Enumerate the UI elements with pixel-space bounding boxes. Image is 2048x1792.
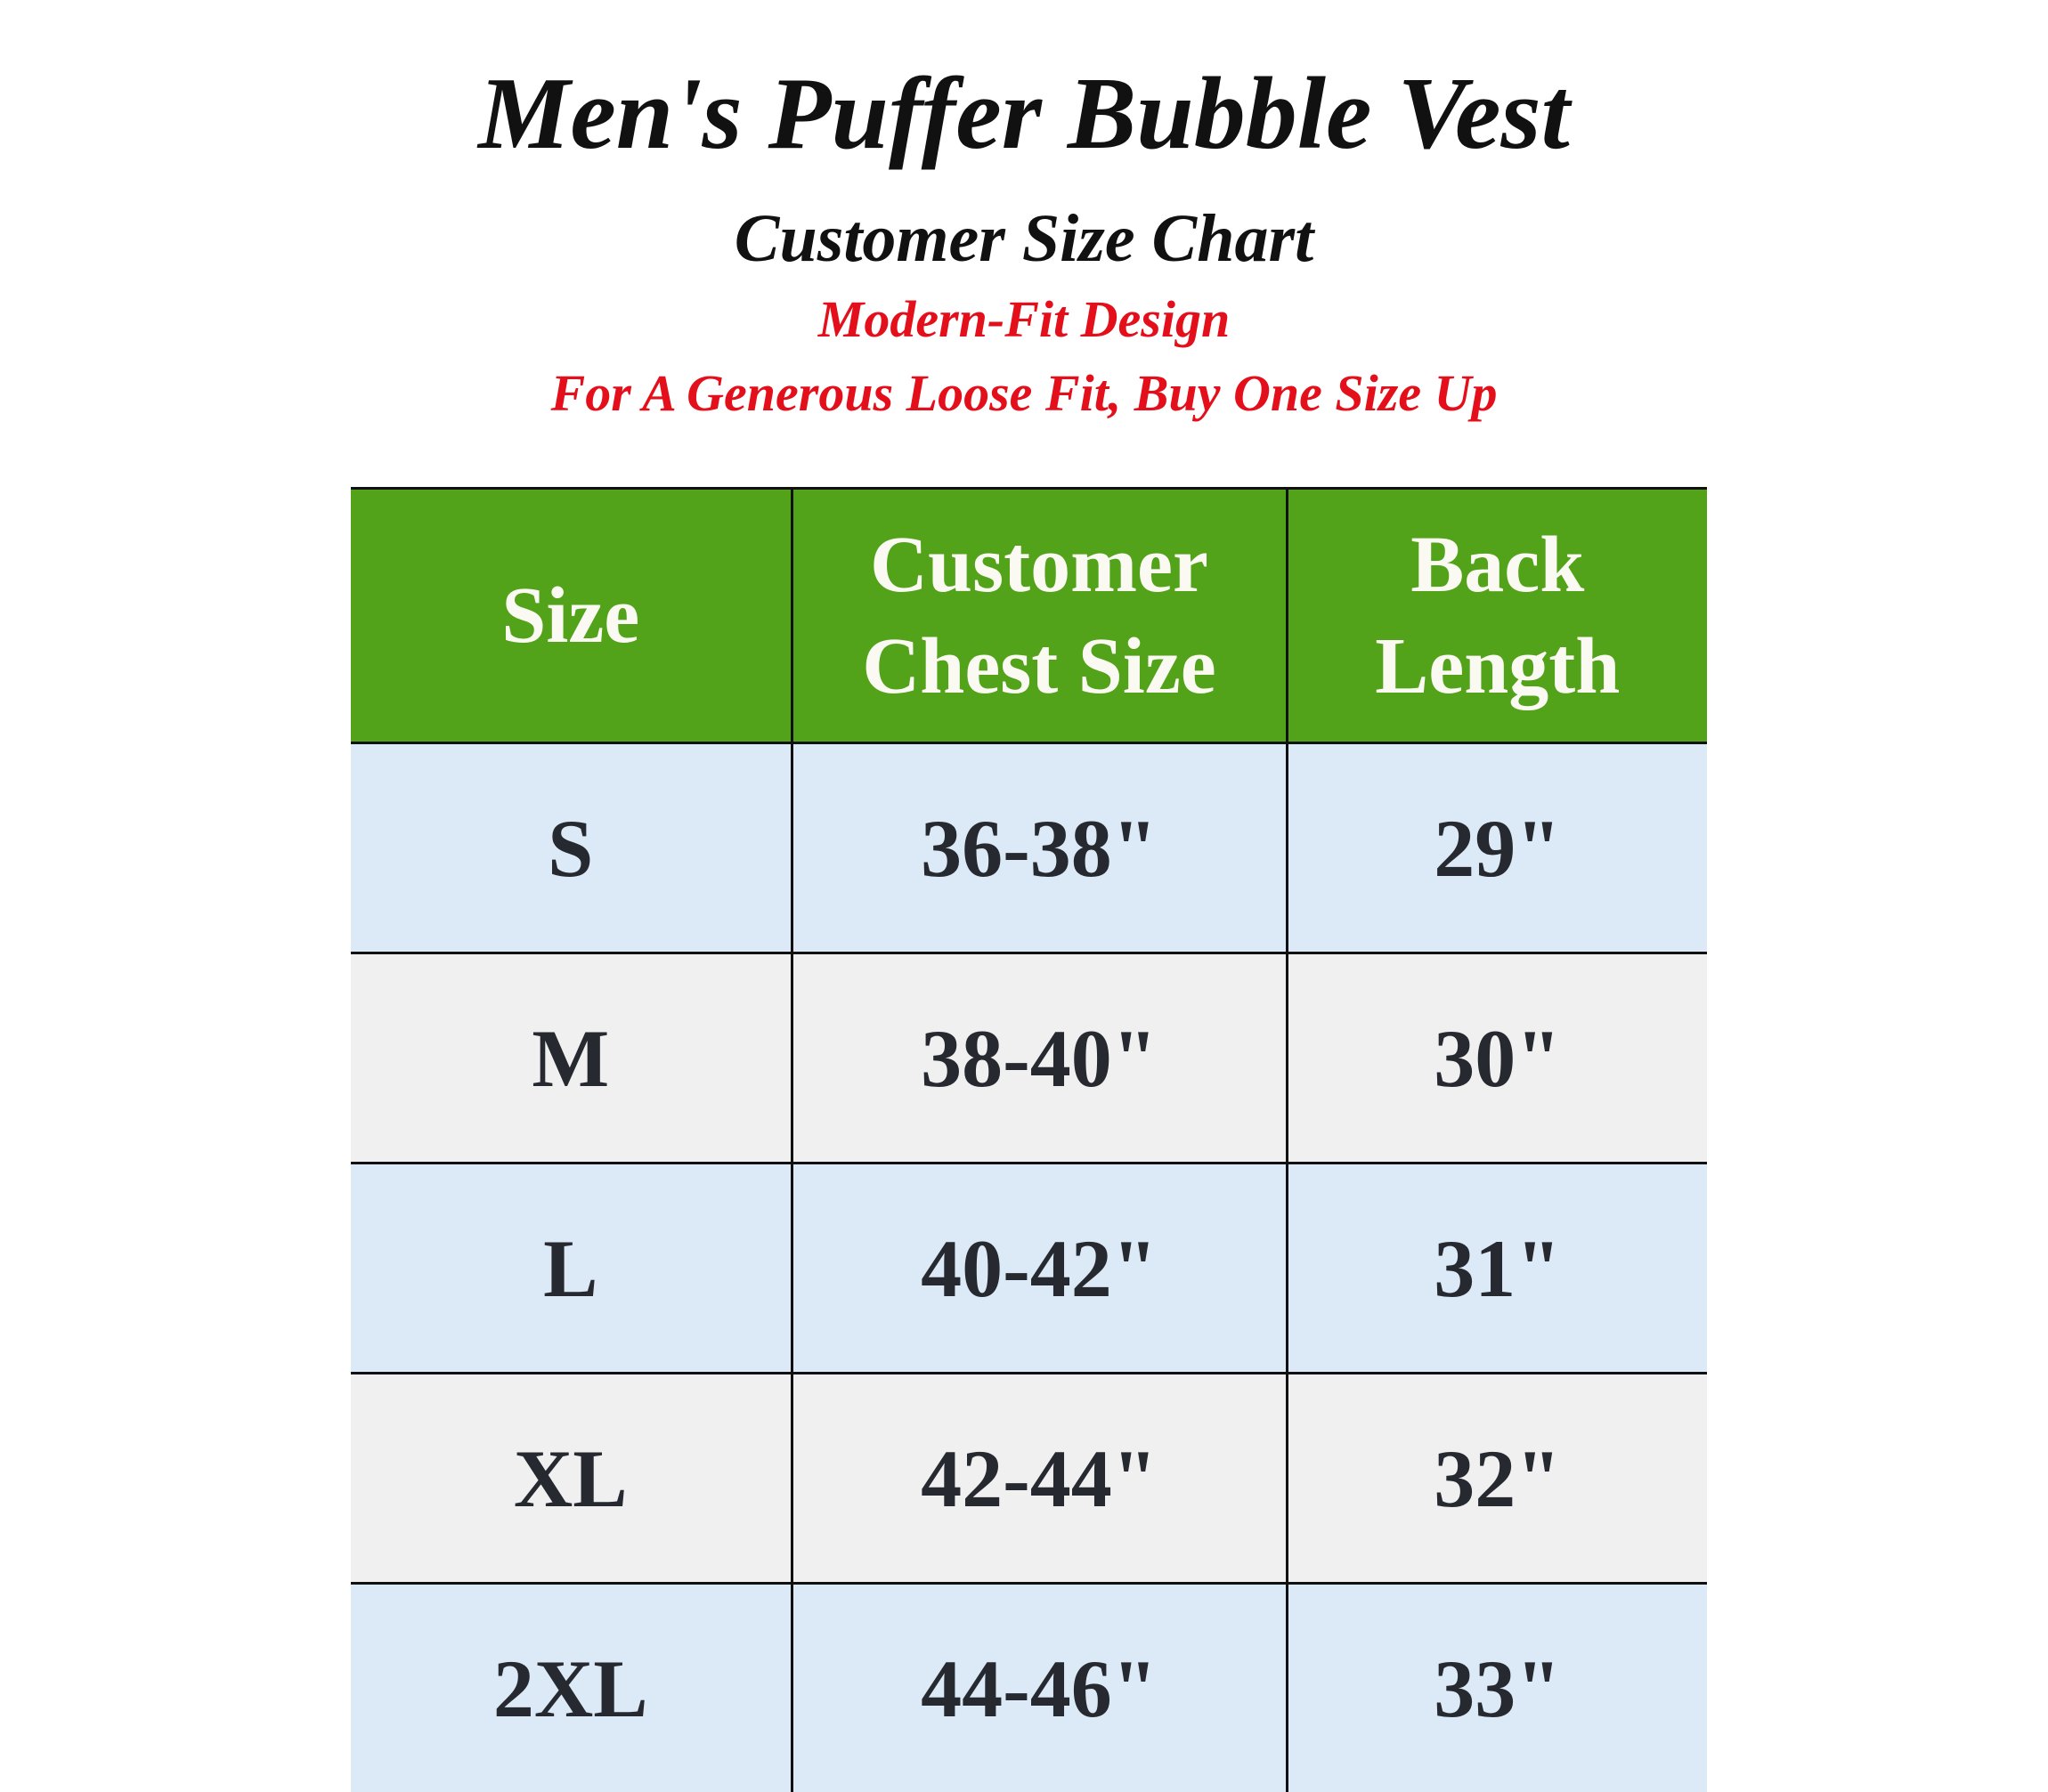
header-size: Size [351, 489, 792, 743]
header-row: Size Customer Chest Size Back Length [351, 489, 1707, 743]
page-title: Men's Puffer Bubble Vest [0, 55, 2048, 174]
size-cell: L [351, 1164, 792, 1374]
chest-cell: 40-42" [792, 1164, 1287, 1374]
back-length-cell: 31" [1287, 1164, 1707, 1374]
size-cell: XL [351, 1374, 792, 1584]
sizing-advice: For A Generous Loose Fit, Buy One Size U… [0, 363, 2048, 423]
size-cell: S [351, 743, 792, 953]
size-chart-table: Size Customer Chest Size Back Length S 3… [351, 487, 1707, 1792]
table-row: XL 42-44" 32" [351, 1374, 1707, 1584]
size-cell: 2XL [351, 1584, 792, 1792]
back-length-cell: 29" [1287, 743, 1707, 953]
fit-note: Modern-Fit Design [0, 289, 2048, 349]
table-row: 2XL 44-46" 33" [351, 1584, 1707, 1792]
chest-cell: 38-40" [792, 953, 1287, 1164]
chest-cell: 36-38" [792, 743, 1287, 953]
table-row: M 38-40" 30" [351, 953, 1707, 1164]
back-length-cell: 33" [1287, 1584, 1707, 1792]
size-cell: M [351, 953, 792, 1164]
subtitle: Customer Size Chart [0, 200, 2048, 278]
chest-cell: 44-46" [792, 1584, 1287, 1792]
header-back-length: Back Length [1287, 489, 1707, 743]
back-length-cell: 32" [1287, 1374, 1707, 1584]
table-row: S 36-38" 29" [351, 743, 1707, 953]
table-row: L 40-42" 31" [351, 1164, 1707, 1374]
chest-cell: 42-44" [792, 1374, 1287, 1584]
back-length-cell: 30" [1287, 953, 1707, 1164]
header-chest: Customer Chest Size [792, 489, 1287, 743]
